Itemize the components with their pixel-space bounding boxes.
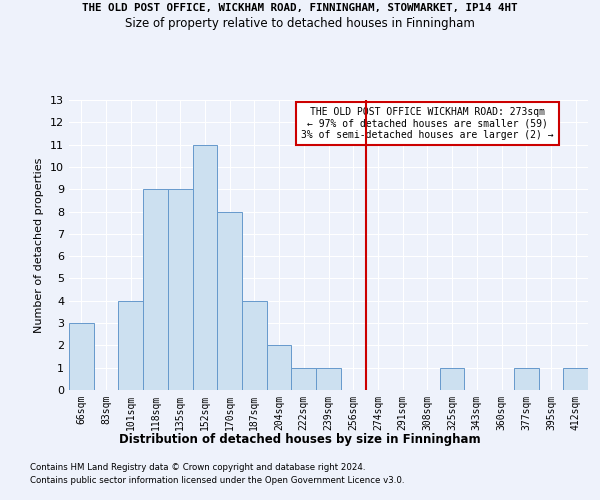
Text: Contains public sector information licensed under the Open Government Licence v3: Contains public sector information licen… xyxy=(30,476,404,485)
Bar xyxy=(267,346,292,390)
Bar xyxy=(143,189,168,390)
Text: Distribution of detached houses by size in Finningham: Distribution of detached houses by size … xyxy=(119,432,481,446)
Bar xyxy=(563,368,588,390)
Bar xyxy=(168,189,193,390)
Bar xyxy=(316,368,341,390)
Text: THE OLD POST OFFICE WICKHAM ROAD: 273sqm
← 97% of detached houses are smaller (5: THE OLD POST OFFICE WICKHAM ROAD: 273sqm… xyxy=(301,106,554,140)
Text: Contains HM Land Registry data © Crown copyright and database right 2024.: Contains HM Land Registry data © Crown c… xyxy=(30,462,365,471)
Bar xyxy=(69,323,94,390)
Text: THE OLD POST OFFICE, WICKHAM ROAD, FINNINGHAM, STOWMARKET, IP14 4HT: THE OLD POST OFFICE, WICKHAM ROAD, FINNI… xyxy=(82,2,518,12)
Bar xyxy=(242,301,267,390)
Bar xyxy=(217,212,242,390)
Bar xyxy=(514,368,539,390)
Y-axis label: Number of detached properties: Number of detached properties xyxy=(34,158,44,332)
Bar xyxy=(193,144,217,390)
Bar xyxy=(292,368,316,390)
Text: Size of property relative to detached houses in Finningham: Size of property relative to detached ho… xyxy=(125,18,475,30)
Bar xyxy=(440,368,464,390)
Bar xyxy=(118,301,143,390)
